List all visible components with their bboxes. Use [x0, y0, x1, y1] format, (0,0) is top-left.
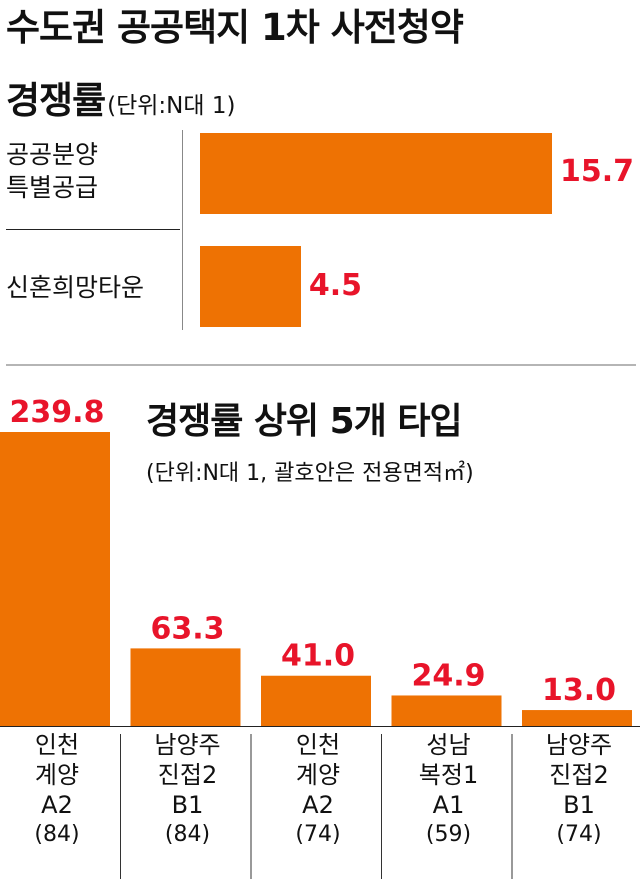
vbar-value-label: 63.3 [150, 611, 224, 646]
vbar-category-line: (74) [295, 822, 341, 847]
vbar-category-line: A2 [302, 791, 334, 819]
vbar-category-line: B1 [171, 791, 204, 819]
vbar-value-label: 41.0 [281, 639, 355, 674]
hbar-category-line: 공공분양 [6, 140, 99, 169]
vbar-category-line: 인천 [295, 731, 341, 759]
page-title-line2: 경쟁률(단위:N대 1) [6, 70, 235, 124]
title-competition-rate: 경쟁률 [6, 79, 106, 122]
vbar-title: 경쟁률 상위 5개 타입 [146, 401, 463, 442]
vbar-category-label: 인천 계양 A2 (84) [0, 730, 122, 850]
hbar-value-label: 15.7 [560, 154, 635, 189]
section-divider [6, 364, 636, 366]
hbar-bar [200, 246, 301, 327]
vbar-category-line: (59) [425, 822, 472, 847]
hbar-value-label: 4.5 [308, 268, 363, 303]
vbar-category-label: 남양주 진접2 B1 (84) [123, 730, 253, 850]
vbar-category-line: A2 [41, 791, 73, 819]
vbar-category-line: 성남 [426, 731, 471, 759]
vbar-category-line: A1 [432, 791, 465, 819]
vbar-category-label: 인천 계양 A2 (74) [253, 730, 383, 850]
label-separator-line [6, 229, 180, 230]
vbar-bar [391, 695, 502, 726]
vbar-bar [130, 648, 241, 726]
vbar-category-label: 남양주 진접2 B1 (74) [514, 730, 640, 850]
vbar-category-line: 남양주 [154, 731, 221, 759]
vbar-category-line: 남양주 [545, 731, 613, 759]
vbar-value-label: 24.9 [411, 658, 485, 693]
vbar-category-label: 성남 복정1 A1 (59) [384, 730, 514, 850]
vbar-category-line: B1 [563, 791, 595, 819]
vbar-bar [0, 432, 110, 726]
vbar-category-line: (84) [164, 822, 211, 847]
hbar-axis-line [182, 130, 183, 330]
hbar-category-line: 신혼희망타운 [6, 273, 145, 302]
vbar-category-line: 계양 [34, 761, 80, 789]
hbar-category-label: 공공분양 특별공급 [6, 138, 98, 204]
hbar-category-label: 신혼희망타운 [6, 271, 144, 304]
vbar-category-line: 진접2 [157, 761, 218, 789]
vbar-unit-label: (단위:N대 1, 괄호안은 전용면적㎡) [146, 461, 474, 486]
vbar-value-label: 13.0 [542, 673, 616, 708]
unit-label: (단위:N대 1) [107, 93, 236, 119]
vbar-category-line: 계양 [295, 761, 341, 789]
vbar-bar [261, 675, 371, 726]
hbar-bar [200, 133, 552, 214]
page-title: 수도권 공공택지 1차 사전청약 [6, 6, 464, 49]
vbar-bar [522, 710, 632, 726]
vbar-category-line: (74) [556, 822, 602, 847]
vbar-value-label: 239.8 [10, 395, 105, 430]
vbar-category-line: (84) [34, 822, 80, 847]
vbar-category-line: 진접2 [549, 761, 609, 789]
hbar-category-line: 특별공급 [6, 173, 99, 202]
vbar-category-line: 인천 [34, 731, 80, 759]
vbar-category-line: 복정1 [418, 761, 479, 789]
